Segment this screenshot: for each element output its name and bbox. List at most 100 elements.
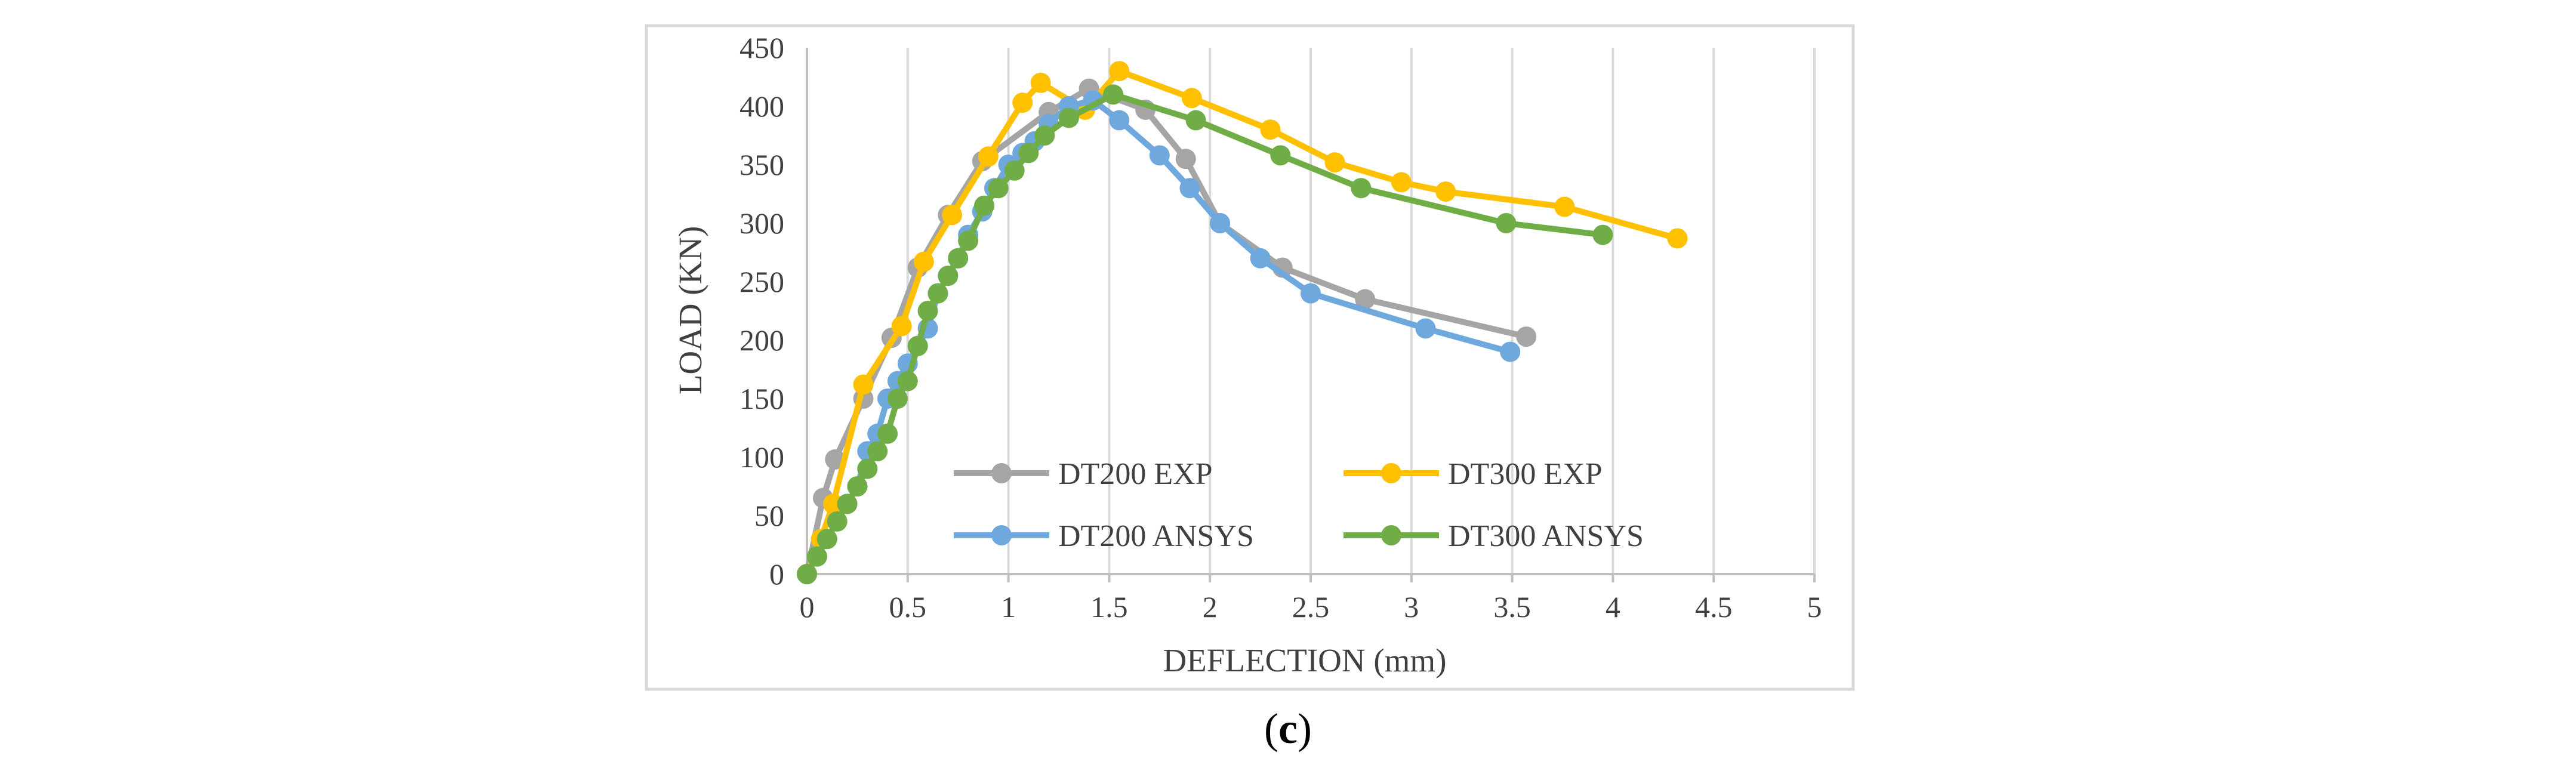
data-point-dt300-ansys <box>948 248 969 269</box>
x-axis-label: DEFLECTION (mm) <box>1163 642 1446 679</box>
data-point-dt200-ansys <box>1250 248 1271 269</box>
data-point-dt300-ansys <box>887 388 908 409</box>
data-point-dt200-ansys <box>1500 341 1521 362</box>
legend-label: DT300 ANSYS <box>1448 519 1644 553</box>
data-point-dt300-exp <box>1012 92 1033 113</box>
data-point-dt200-ansys <box>1301 283 1321 304</box>
data-point-dt300-exp <box>1554 196 1575 217</box>
data-point-dt200-exp <box>1355 289 1376 310</box>
x-tick-label: 2 <box>1203 590 1218 624</box>
y-tick-label: 200 <box>739 323 784 357</box>
data-point-dt300-exp <box>913 251 934 272</box>
data-point-dt300-exp <box>978 146 999 167</box>
legend-marker <box>991 463 1012 483</box>
data-point-dt300-ansys <box>837 494 858 514</box>
data-point-dt300-exp <box>822 494 843 514</box>
data-point-dt300-ansys <box>1270 145 1291 166</box>
y-axis-label: LOAD (KN) <box>672 226 708 395</box>
data-point-dt300-ansys <box>877 423 898 444</box>
data-point-dt200-exp <box>1175 149 1196 169</box>
tick-labels: 0 0.5 1 1.5 2 2.5 3 3.5 4 4.5 50501001502002503003… <box>739 31 1822 624</box>
legend: DT200 EXP DT300 EXP DT200 ANSYS DT300 ANSYS <box>954 457 1644 553</box>
y-tick-label: 0 <box>769 557 784 591</box>
x-tick-label: 0.5 <box>889 590 927 624</box>
legend-item-dt200-exp: DT200 EXP <box>954 457 1213 491</box>
data-point-dt300-ansys <box>1592 224 1613 245</box>
data-point-dt200-ansys <box>1149 145 1170 166</box>
data-point-dt300-ansys <box>816 529 837 550</box>
legend-label: DT200 EXP <box>1058 457 1213 491</box>
data-point-dt300-exp <box>1324 152 1345 173</box>
data-point-dt300-ansys <box>797 564 817 584</box>
x-tick-label: 3.5 <box>1493 590 1531 624</box>
data-point-dt300-exp <box>1435 181 1456 202</box>
data-point-dt300-ansys <box>1185 110 1206 131</box>
data-point-dt300-ansys <box>1103 84 1124 105</box>
data-point-dt300-ansys <box>827 511 848 532</box>
x-tick-label: 1.5 <box>1090 590 1128 624</box>
series-dt300-exp <box>797 61 1688 584</box>
data-point-dt300-ansys <box>897 371 918 391</box>
data-point-dt300-ansys <box>917 301 938 321</box>
data-point-dt300-exp <box>1667 228 1688 249</box>
data-point-dt200-ansys <box>1109 110 1130 131</box>
legend-item-dt300-exp: DT300 EXP <box>1344 457 1603 491</box>
legend-label: DT300 EXP <box>1448 457 1603 491</box>
data-point-dt300-ansys <box>867 441 888 462</box>
legend-marker <box>1381 525 1401 545</box>
data-point-dt200-ansys <box>1415 318 1436 339</box>
x-tick-label: 1 <box>1001 590 1016 624</box>
data-point-dt300-ansys <box>958 230 979 251</box>
legend-label: DT200 ANSYS <box>1058 519 1254 553</box>
y-tick-label: 50 <box>754 499 784 532</box>
y-tick-label: 250 <box>739 265 784 298</box>
y-tick-label: 150 <box>739 382 784 415</box>
data-point-dt300-ansys <box>847 476 868 496</box>
data-point-dt300-ansys <box>988 178 1009 199</box>
data-point-dt300-ansys <box>1018 143 1039 164</box>
data-point-dt200-exp <box>1516 326 1537 347</box>
x-tick-label: 3 <box>1404 590 1419 624</box>
data-point-dt300-ansys <box>857 458 878 479</box>
x-tick-label: 2.5 <box>1292 590 1330 624</box>
data-point-dt300-ansys <box>806 546 827 567</box>
series <box>797 61 1688 584</box>
data-point-dt300-ansys <box>1496 213 1517 233</box>
x-tick-label: 4.5 <box>1695 590 1733 624</box>
y-tick-label: 450 <box>739 31 784 64</box>
data-point-dt300-ansys <box>1004 160 1025 181</box>
legend-marker <box>991 525 1012 545</box>
data-point-dt300-exp <box>1109 61 1130 82</box>
data-point-dt200-ansys <box>1210 213 1231 233</box>
caption-letter: c <box>1278 705 1298 753</box>
x-tick-label: 0 <box>800 590 815 624</box>
data-point-dt300-exp <box>1260 119 1281 140</box>
data-point-dt300-exp <box>942 205 963 226</box>
data-point-dt300-ansys <box>938 266 959 286</box>
caption-open: ( <box>1264 705 1279 753</box>
data-point-dt300-exp <box>1391 172 1412 193</box>
data-point-dt200-ansys <box>1179 178 1200 199</box>
data-point-dt300-exp <box>1181 88 1202 109</box>
data-point-dt300-ansys <box>1351 178 1372 199</box>
data-point-dt300-exp <box>853 374 874 395</box>
y-tick-label: 350 <box>739 148 784 181</box>
x-tick-label: 4 <box>1606 590 1620 624</box>
y-tick-label: 300 <box>739 206 784 240</box>
data-point-dt300-ansys <box>907 335 928 356</box>
legend-item-dt300-ansys: DT300 ANSYS <box>1344 519 1644 553</box>
data-point-dt300-ansys <box>1058 107 1079 128</box>
data-point-dt300-exp <box>891 316 912 337</box>
series-dt300-ansys <box>797 84 1613 584</box>
figure-caption: (c) <box>0 704 2576 754</box>
chart-frame <box>645 24 1855 691</box>
data-point-dt300-ansys <box>928 283 948 304</box>
x-tick-label: 5 <box>1807 590 1822 624</box>
data-point-dt300-exp <box>1030 72 1051 93</box>
y-tick-label: 100 <box>739 440 784 474</box>
data-point-dt300-ansys <box>974 195 995 216</box>
data-point-dt300-ansys <box>1034 125 1055 146</box>
caption-close: ) <box>1297 705 1312 753</box>
legend-item-dt200-ansys: DT200 ANSYS <box>954 519 1254 553</box>
